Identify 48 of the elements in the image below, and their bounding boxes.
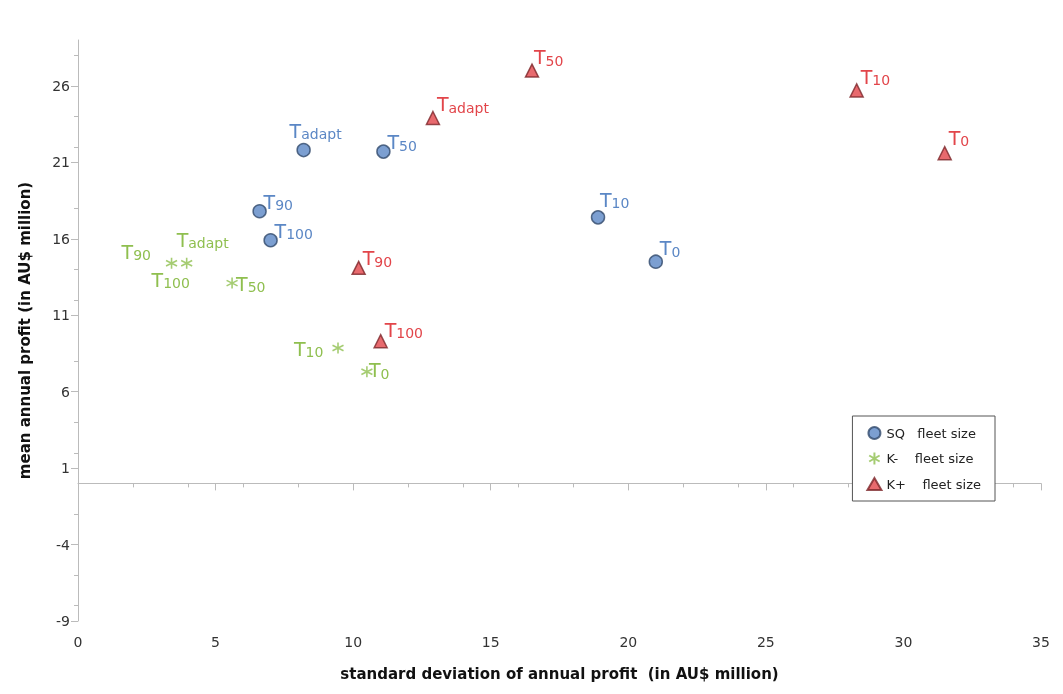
point <box>590 210 606 225</box>
x-tick-label: 0 <box>73 634 83 650</box>
y-tick-label: 11 <box>52 307 70 324</box>
annotation: Tadapt <box>435 93 490 116</box>
annotation: T50 <box>386 131 417 154</box>
annotation: T100 <box>273 219 313 243</box>
x-tick-label: 10 <box>344 634 363 650</box>
legend-label: SQ fleet size <box>886 425 976 441</box>
y-tick-label: 1 <box>61 460 70 477</box>
legend-label: K+ fleet size <box>886 476 982 492</box>
annotation: T50 <box>235 272 266 296</box>
x-tick-label: 20 <box>619 634 638 650</box>
annotation: T0 <box>658 237 681 260</box>
x-tick-label: 25 <box>756 634 775 650</box>
point <box>849 83 864 98</box>
annotation: T0 <box>947 126 970 150</box>
legend-label: K- fleet size <box>886 451 974 466</box>
y-axis-title: mean annual profit (in AU$ million) <box>15 181 34 480</box>
point <box>165 256 178 270</box>
annotation: T100 <box>150 268 190 292</box>
y-tick-label: 26 <box>52 77 71 94</box>
y-tick-label: -9 <box>56 613 70 629</box>
y-tick-label: -4 <box>56 536 71 553</box>
point <box>331 341 345 355</box>
annotation: T50 <box>532 46 564 69</box>
y-tick-label: 6 <box>61 383 71 400</box>
x-tick-label: 30 <box>894 634 913 650</box>
x-axis-title: standard deviation of annual profit (in AU$ million) <box>340 664 779 683</box>
point <box>296 142 311 158</box>
annotation: T100 <box>383 318 423 342</box>
point <box>425 110 441 126</box>
annotation: T90 <box>262 190 294 214</box>
y-tick-label: 16 <box>52 230 71 247</box>
annotation: T90 <box>120 240 151 264</box>
point <box>937 145 952 161</box>
x-tick-label: 35 <box>1032 634 1050 650</box>
point <box>180 256 193 270</box>
point <box>648 254 664 269</box>
x-tick-label: 15 <box>481 634 500 650</box>
x-tick-label: 5 <box>211 634 221 650</box>
annotation: Tadapt <box>288 119 343 143</box>
annotation: T0 <box>367 359 390 382</box>
y-tick-label: 21 <box>52 154 70 171</box>
annotation: Tadapt <box>175 228 230 252</box>
annotation: T10 <box>293 337 324 361</box>
annotation: T90 <box>361 247 393 270</box>
annotation: T10 <box>599 188 630 212</box>
annotation: T10 <box>859 65 891 89</box>
